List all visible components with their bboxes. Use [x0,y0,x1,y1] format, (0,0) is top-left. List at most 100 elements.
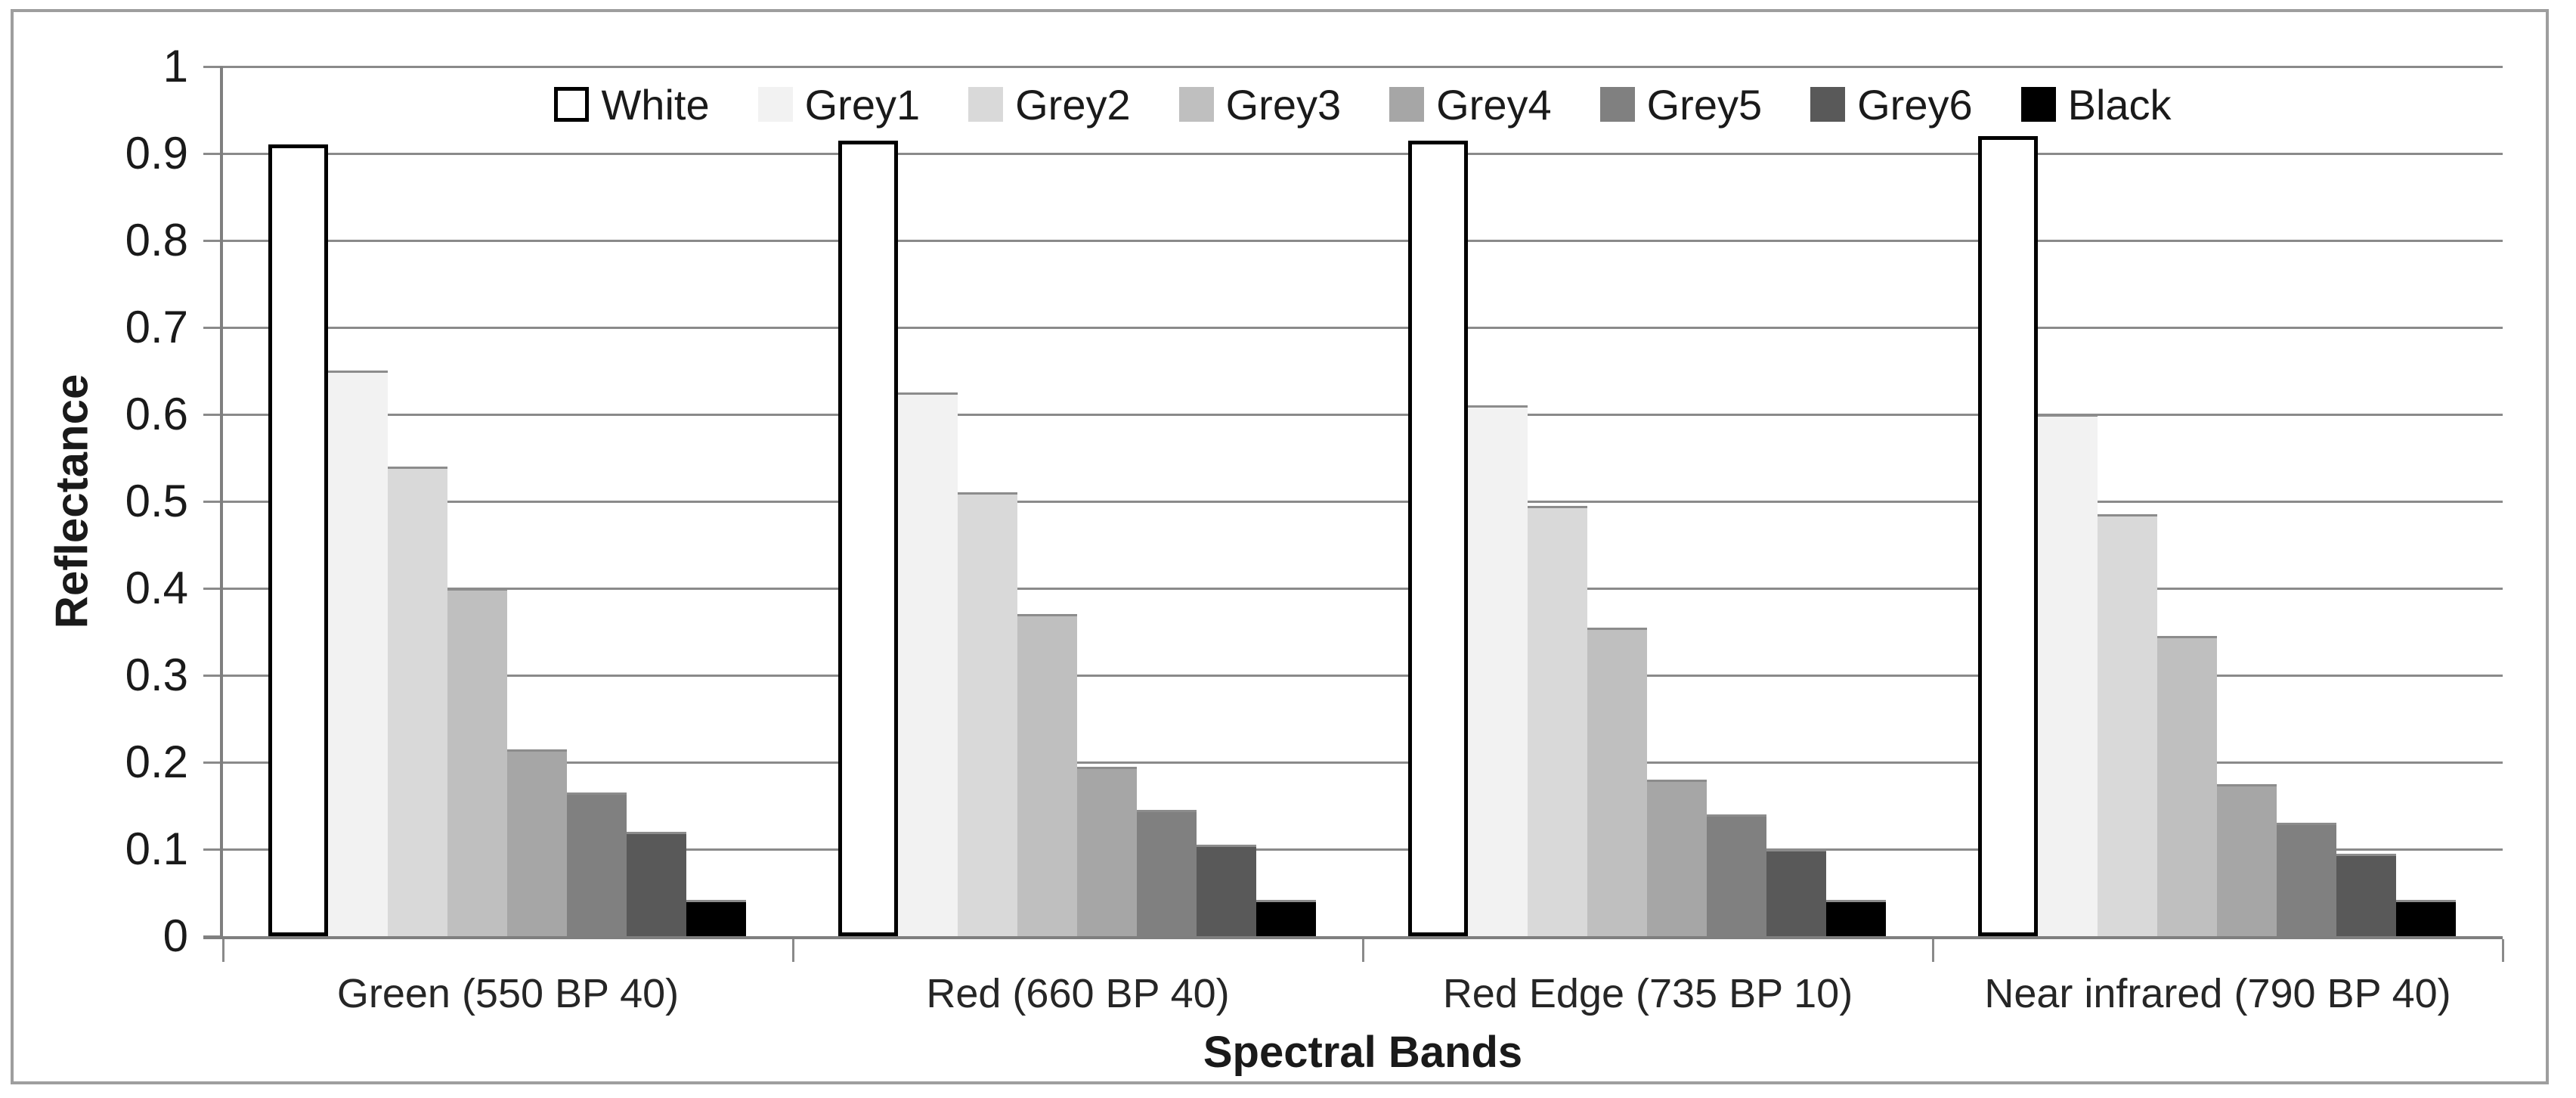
legend-label: Grey4 [1436,80,1552,129]
y-tick-mark [203,326,223,329]
y-tick-label: 0.3 [125,650,188,700]
x-category-tick [1361,939,1364,962]
bar-grey3-cat3 [1587,628,1647,936]
bar-grey3-cat4 [2157,636,2217,936]
bar-black-cat4 [2396,900,2456,936]
y-tick-mark [203,761,223,764]
bar-grey3-cat1 [447,588,507,936]
bar-grey4-cat2 [1077,767,1137,936]
y-tick-label: 0.2 [125,737,188,787]
legend-swatch-grey1-icon [757,87,793,122]
bar-white-cat2 [838,141,898,936]
legend-swatch-grey6-icon [1810,87,1846,122]
x-category-label: Red (660 BP 40) [926,971,1230,1016]
legend-label: Grey1 [804,80,921,129]
y-tick-mark [203,65,223,68]
legend: White Grey1 Grey2 Grey3 Grey4 Grey5 Grey6 Black [223,77,2503,132]
y-tick-label: 0.1 [125,824,188,874]
bar-grey6-cat4 [2336,854,2396,936]
y-tick-label: 0 [163,910,188,961]
y-tick-mark [203,500,223,503]
y-gridline [223,587,2503,590]
y-gridline [223,326,2503,329]
x-category-tick [2501,939,2504,962]
bar-grey6-cat3 [1766,849,1826,936]
x-category-label: Red Edge (735 BP 10) [1442,971,1853,1016]
legend-label: Grey6 [1857,80,1973,129]
bar-grey1-cat4 [2038,414,2098,936]
y-tick-label: 0.9 [125,128,188,178]
legend-swatch-grey2-icon [968,87,1004,122]
bar-grey1-cat3 [1468,405,1528,936]
bar-grey5-cat1 [567,792,627,936]
legend-swatch-grey3-icon [1178,87,1214,122]
x-category-tick [221,939,224,962]
bar-grey4-cat3 [1647,780,1707,936]
x-category-tick [791,939,794,962]
y-tick-mark [203,848,223,851]
bar-grey4-cat4 [2217,784,2277,936]
legend-item-white: White [554,80,710,129]
y-gridline [223,500,2503,503]
legend-swatch-white-icon [554,87,590,122]
y-tick-label: 0.8 [125,215,188,265]
bar-grey4-cat1 [507,749,567,936]
bar-grey1-cat2 [898,392,958,936]
legend-item-grey5: Grey5 [1599,80,1763,129]
y-tick-label: 1 [163,41,188,92]
bar-grey5-cat4 [2277,823,2336,936]
legend-label: White [601,80,710,129]
bar-black-cat3 [1826,900,1886,936]
y-gridline [223,848,2503,851]
legend-label: Grey5 [1646,80,1763,129]
legend-label: Grey3 [1225,80,1342,129]
y-gridline [223,239,2503,242]
y-tick-mark [203,239,223,242]
y-tick-mark [203,587,223,590]
y-gridline [223,674,2503,677]
bar-grey2-cat4 [2098,514,2157,936]
bar-black-cat1 [686,900,746,936]
legend-label: Grey2 [1015,80,1131,129]
legend-item-grey3: Grey3 [1178,80,1342,129]
bar-white-cat4 [1978,136,2038,936]
y-gridline [223,761,2503,764]
legend-item-grey1: Grey1 [757,80,921,129]
y-tick-label: 0.4 [125,563,188,613]
bar-white-cat3 [1408,141,1468,936]
y-gridline [223,152,2503,155]
y-tick-label: 0.7 [125,302,188,352]
legend-item-grey6: Grey6 [1810,80,1973,129]
legend-swatch-black-icon [2020,87,2056,122]
legend-item-grey4: Grey4 [1389,80,1552,129]
bar-grey2-cat1 [388,467,447,936]
bar-grey1-cat1 [328,371,388,936]
bar-grey2-cat2 [958,492,1017,936]
legend-swatch-grey5-icon [1599,87,1635,122]
x-category-label: Green (550 BP 40) [336,971,680,1016]
y-tick-mark [203,413,223,416]
legend-label: Black [2067,80,2172,129]
bar-grey6-cat2 [1197,845,1256,936]
legend-item-grey2: Grey2 [968,80,1131,129]
y-gridline [223,65,2503,68]
x-category-label: Near infrared (790 BP 40) [1984,971,2451,1016]
bar-grey6-cat1 [627,832,686,936]
y-axis-line [220,67,223,939]
bar-grey3-cat2 [1017,614,1077,936]
bar-grey5-cat3 [1707,814,1766,936]
x-category-tick [1931,939,1934,962]
bar-black-cat2 [1256,900,1316,936]
y-gridline [223,413,2503,416]
bar-grey5-cat2 [1137,810,1197,936]
y-tick-label: 0.6 [125,389,188,439]
y-tick-mark [203,152,223,155]
x-axis-line [203,936,2503,939]
bar-grey2-cat3 [1528,506,1587,936]
y-tick-label: 0.5 [125,476,188,526]
x-axis-title: Spectral Bands [1203,1028,1523,1077]
legend-swatch-grey4-icon [1389,87,1425,122]
bar-white-cat1 [268,144,328,936]
y-tick-mark [203,674,223,677]
